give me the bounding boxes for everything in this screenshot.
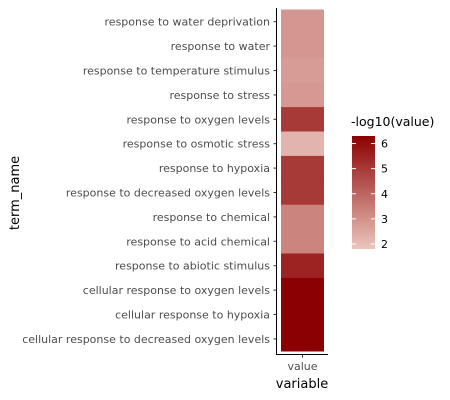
legend-tick-label: 5 <box>381 163 388 176</box>
heatmap-cell <box>281 82 324 108</box>
y-tick-label: cellular response to decreased oxygen le… <box>22 333 270 346</box>
heatmap-cell <box>281 155 324 181</box>
legend-tick-label: 6 <box>381 138 388 151</box>
heatmap-cell <box>281 204 324 230</box>
y-tick-label: cellular response to hypoxia <box>115 309 270 322</box>
y-tick-label: response to stress <box>169 89 270 102</box>
heatmap-cell <box>281 253 324 279</box>
heatmap-cell <box>281 302 324 328</box>
y-tick-label: response to hypoxia <box>159 162 270 175</box>
y-tick-label: response to abiotic stimulus <box>115 260 270 273</box>
x-axis-title: variable <box>276 377 328 392</box>
heatmap-cell <box>281 9 324 35</box>
y-tick-label: response to oxygen levels <box>126 113 270 126</box>
legend-tick-label: 2 <box>381 238 388 251</box>
heatmap-cell <box>281 326 324 352</box>
y-tick-label: response to decreased oxygen levels <box>66 187 270 200</box>
y-tick-label: response to water deprivation <box>105 16 270 29</box>
legend-tick-label: 4 <box>381 188 388 201</box>
y-tick-label: response to temperature stimulus <box>83 65 270 78</box>
y-tick-label: response to water <box>171 40 271 53</box>
y-tick-label: response to chemical <box>153 211 270 224</box>
heatmap-cell <box>281 277 324 303</box>
heatmap-cell <box>281 58 324 84</box>
x-tick-label: value <box>287 360 317 373</box>
y-axis-title: term_name <box>8 156 23 230</box>
heatmap-cell <box>281 107 324 132</box>
heatmap-cell <box>281 131 324 157</box>
y-tick-label: response to osmotic stress <box>123 138 271 151</box>
legend-tick-label: 3 <box>381 213 388 226</box>
y-tick-label: cellular response to oxygen levels <box>83 284 271 297</box>
heatmap-cell <box>281 180 324 206</box>
y-tick-label: response to acid chemical <box>126 235 270 248</box>
heatmap-cell <box>281 229 324 254</box>
legend-title: -log10(value) <box>351 114 434 129</box>
heatmap-cell <box>281 33 324 59</box>
legend-colorbar <box>352 136 375 249</box>
